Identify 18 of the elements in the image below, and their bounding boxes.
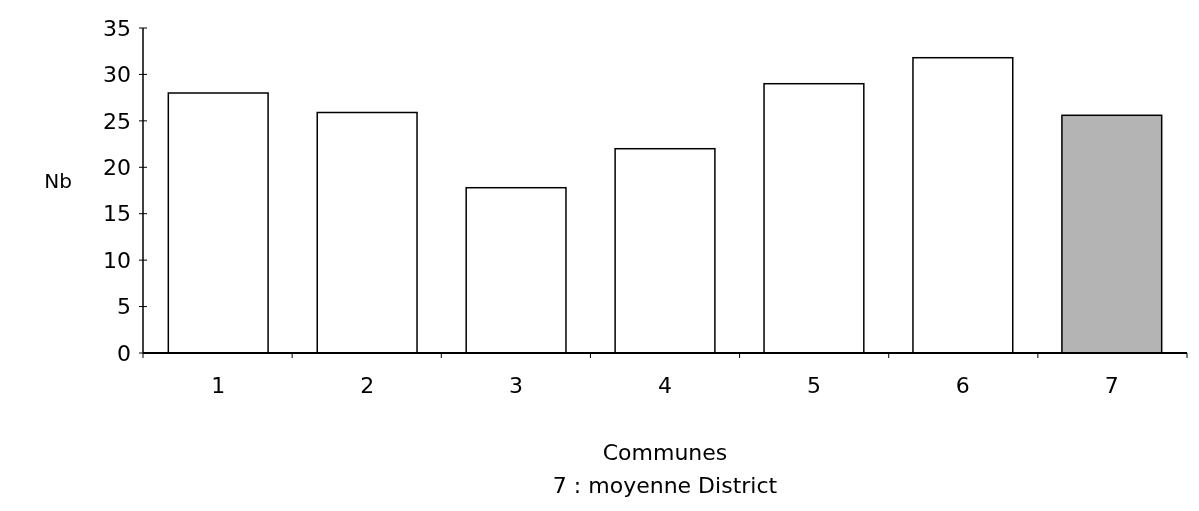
y-tick-label: 15 bbox=[103, 201, 131, 227]
x-tick-label: 2 bbox=[360, 373, 375, 398]
y-tick-label: 30 bbox=[103, 62, 131, 88]
x-tick-label: 1 bbox=[211, 373, 226, 398]
y-tick-label: 0 bbox=[117, 340, 131, 366]
y-tick-label: 10 bbox=[103, 247, 131, 273]
x-tick-label: 7 bbox=[1104, 373, 1119, 398]
x-tick-label: 5 bbox=[806, 373, 821, 398]
x-tick-label: 4 bbox=[658, 373, 672, 398]
y-axis-title: Nb bbox=[44, 168, 72, 193]
y-tick-label: 35 bbox=[103, 15, 131, 41]
text: 7 : moyenne District bbox=[552, 473, 778, 498]
x-axis-title: Communes bbox=[602, 440, 728, 465]
y-tick-label: 20 bbox=[103, 154, 131, 180]
x-tick-label: 6 bbox=[955, 373, 970, 398]
x-tick-label: 3 bbox=[509, 373, 524, 398]
y-tick-label: 25 bbox=[103, 108, 131, 134]
y-tick-label: 5 bbox=[117, 294, 131, 320]
